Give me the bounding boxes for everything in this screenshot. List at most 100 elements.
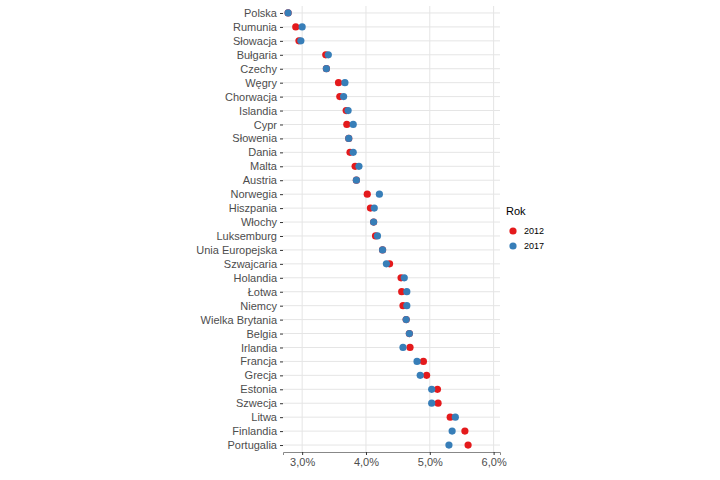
y-tick-mark bbox=[280, 27, 283, 28]
grid-line-y bbox=[283, 347, 500, 348]
y-tick-label: Estonia bbox=[240, 383, 278, 395]
y-tick-mark bbox=[280, 375, 283, 376]
grid-line-x bbox=[302, 6, 303, 452]
point bbox=[406, 344, 413, 351]
point bbox=[364, 191, 371, 198]
y-tick-label: Malta bbox=[250, 160, 278, 172]
y-tick-mark bbox=[280, 166, 283, 167]
y-tick: Szwajcaria bbox=[224, 258, 283, 270]
grid-line-y bbox=[283, 277, 500, 278]
y-tick-label: Chorwacja bbox=[225, 91, 278, 103]
y-axis-line bbox=[280, 7, 284, 453]
y-tick-mark bbox=[280, 222, 283, 223]
y-tick-label: Luksemburg bbox=[216, 230, 277, 242]
point bbox=[323, 65, 330, 72]
y-tick-mark bbox=[280, 124, 283, 125]
y-tick-label: Włochy bbox=[241, 216, 278, 228]
point bbox=[428, 386, 435, 393]
y-tick: Cypr bbox=[254, 118, 283, 130]
grid-line-y bbox=[283, 26, 500, 27]
y-tick: Węgry bbox=[245, 77, 283, 89]
y-tick: Łotwa bbox=[248, 286, 283, 298]
y-tick: Malta bbox=[250, 160, 283, 172]
x-axis: 3,0%4,0%5,0%6,0% bbox=[284, 452, 507, 468]
y-tick: Słowenia bbox=[232, 132, 283, 144]
point bbox=[452, 414, 459, 421]
y-tick-label: Wielka Brytania bbox=[201, 314, 278, 326]
y-tick-label: Polska bbox=[244, 7, 278, 19]
y-tick-mark bbox=[280, 250, 283, 251]
point bbox=[345, 135, 352, 142]
point bbox=[345, 135, 352, 142]
y-tick-mark bbox=[280, 417, 283, 418]
y-tick-mark bbox=[280, 97, 283, 98]
y-tick-label: Dania bbox=[248, 146, 278, 158]
y-tick-mark bbox=[280, 83, 283, 84]
grid-line-x bbox=[365, 6, 366, 452]
legend-symbol bbox=[509, 242, 516, 249]
grid-line-y bbox=[283, 222, 500, 223]
point bbox=[297, 37, 304, 44]
x-tick-mark bbox=[430, 452, 431, 455]
y-tick-mark bbox=[280, 278, 283, 279]
legend-symbol bbox=[509, 227, 516, 234]
point bbox=[376, 191, 383, 198]
y-tick-mark bbox=[280, 347, 283, 348]
y-tick: Estonia bbox=[240, 383, 283, 395]
plot: 3,0%4,0%5,0%6,0%PolskaRumuniaSłowacjaBuł… bbox=[196, 6, 507, 468]
y-tick-label: Szwajcaria bbox=[224, 258, 278, 270]
y-axis: PolskaRumuniaSłowacjaBułgariaCzechyWęgry… bbox=[196, 7, 283, 453]
y-tick-mark bbox=[280, 361, 283, 362]
x-tick: 5,0% bbox=[418, 452, 443, 468]
legend-item: 2012 bbox=[509, 226, 544, 236]
point bbox=[406, 330, 413, 337]
y-tick: Dania bbox=[248, 146, 283, 158]
point bbox=[406, 330, 413, 337]
grid-line-y bbox=[283, 82, 500, 83]
y-tick-mark bbox=[280, 403, 283, 404]
y-tick: Wielka Brytania bbox=[201, 314, 283, 326]
point bbox=[403, 302, 410, 309]
point bbox=[383, 260, 390, 267]
y-tick-mark bbox=[280, 445, 283, 446]
point bbox=[353, 177, 360, 184]
y-tick-mark bbox=[280, 389, 283, 390]
y-tick: Irlandia bbox=[241, 341, 283, 353]
point bbox=[325, 51, 332, 58]
y-tick: Czechy bbox=[240, 63, 283, 75]
point bbox=[420, 358, 427, 365]
point bbox=[340, 93, 347, 100]
point bbox=[379, 246, 386, 253]
y-tick-label: Unia Europejska bbox=[196, 244, 278, 256]
grid-line-y bbox=[283, 249, 500, 250]
y-tick-mark bbox=[280, 55, 283, 56]
grid-line-y bbox=[283, 96, 500, 97]
point bbox=[401, 274, 408, 281]
y-tick-mark bbox=[280, 208, 283, 209]
y-tick-mark bbox=[280, 306, 283, 307]
grid-line-y bbox=[283, 389, 500, 390]
legend-label: 2017 bbox=[524, 241, 544, 251]
x-tick: 3,0% bbox=[290, 452, 315, 468]
x-tick-label: 3,0% bbox=[290, 456, 315, 468]
y-tick: Polska bbox=[244, 7, 283, 19]
y-tick: Norwegia bbox=[231, 188, 283, 200]
grid-line-y bbox=[283, 403, 500, 404]
y-tick-mark bbox=[280, 69, 283, 70]
grid-line-y bbox=[283, 361, 500, 362]
y-tick-label: Węgry bbox=[245, 77, 277, 89]
y-tick: Chorwacja bbox=[225, 91, 283, 103]
y-tick: Finlandia bbox=[232, 425, 283, 437]
x-tick-label: 5,0% bbox=[418, 456, 443, 468]
y-tick-mark bbox=[280, 292, 283, 293]
legend-item: 2017 bbox=[509, 241, 544, 251]
point bbox=[403, 288, 410, 295]
y-tick: Niemcy bbox=[240, 300, 283, 312]
grid-line-y bbox=[283, 180, 500, 181]
point bbox=[350, 149, 357, 156]
grid-line-y bbox=[283, 194, 500, 195]
y-tick-mark bbox=[280, 138, 283, 139]
point bbox=[371, 204, 378, 211]
point bbox=[299, 23, 306, 30]
x-tick: 4,0% bbox=[354, 452, 379, 468]
